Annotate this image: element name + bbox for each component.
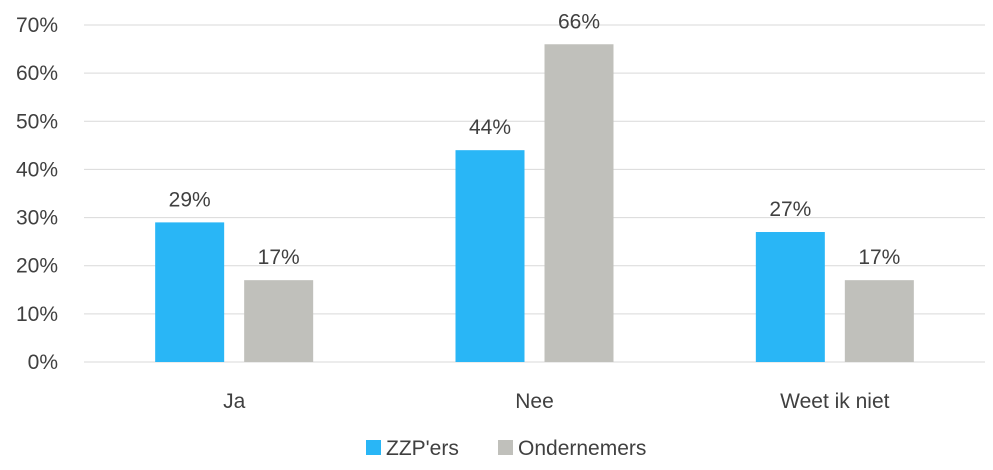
legend-swatch: [498, 440, 513, 455]
legend-swatch: [366, 440, 381, 455]
y-tick-label: 20%: [16, 255, 58, 278]
bar-zzpers: [755, 232, 825, 362]
data-label: 66%: [558, 10, 600, 33]
y-tick-label: 10%: [16, 303, 58, 326]
y-tick-label: 50%: [16, 110, 58, 133]
data-label: 27%: [769, 198, 811, 221]
bar-zzpers: [155, 222, 225, 362]
x-tick-label: Ja: [223, 390, 246, 413]
data-label: 17%: [858, 246, 900, 269]
data-label: 44%: [469, 116, 511, 139]
bar-ondernemers: [244, 280, 314, 362]
x-tick-label: Nee: [515, 390, 554, 413]
y-tick-label: 30%: [16, 207, 58, 230]
data-label: 29%: [169, 188, 211, 211]
data-label: 17%: [258, 246, 300, 269]
y-tick-label: 0%: [28, 351, 58, 374]
legend-label: ZZP'ers: [386, 437, 459, 460]
bar-zzpers: [455, 150, 525, 362]
y-tick-label: 40%: [16, 158, 58, 181]
y-tick-label: 70%: [16, 14, 58, 37]
legend-label: Ondernemers: [518, 437, 646, 460]
y-tick-label: 60%: [16, 62, 58, 85]
x-tick-label: Weet ik niet: [780, 390, 889, 413]
bar-ondernemers: [544, 44, 614, 362]
bar-ondernemers: [844, 280, 914, 362]
